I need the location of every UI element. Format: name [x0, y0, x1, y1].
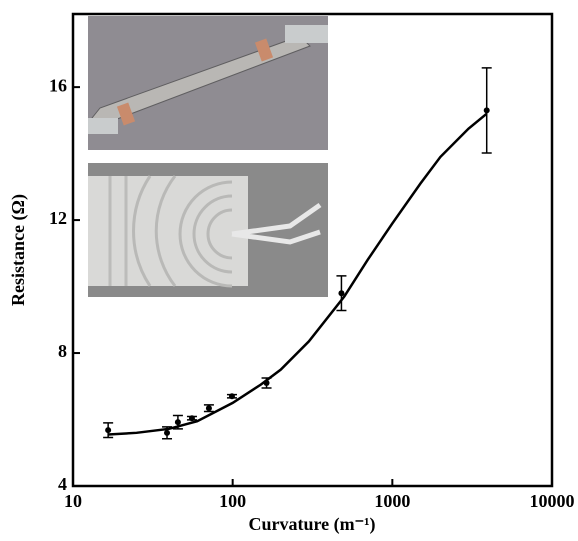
inset-photo-bottom: [88, 163, 328, 297]
data-point: [205, 405, 212, 412]
data-point: [164, 429, 171, 436]
data-point: [105, 427, 112, 434]
x-tick-label: 10: [64, 491, 82, 511]
y-axis-label: Resistance (Ω): [8, 194, 29, 306]
x-axis-label: Curvature (m⁻¹): [248, 514, 375, 535]
y-tick-label: 8: [58, 341, 67, 361]
data-point: [338, 290, 345, 297]
inset-photo-top: [88, 16, 328, 150]
y-tick-label: 4: [58, 474, 67, 494]
data-point: [483, 107, 490, 114]
data-point: [228, 393, 235, 400]
x-tick-label: 10000: [530, 491, 575, 511]
data-point: [174, 419, 181, 426]
x-tick-label: 100: [219, 491, 246, 511]
data-point: [188, 415, 195, 422]
y-tick-label: 12: [49, 208, 67, 228]
x-tick-label: 1000: [374, 491, 410, 511]
data-point: [263, 379, 270, 386]
y-tick-label: 16: [49, 75, 67, 95]
plot-frame: [71, 12, 554, 488]
